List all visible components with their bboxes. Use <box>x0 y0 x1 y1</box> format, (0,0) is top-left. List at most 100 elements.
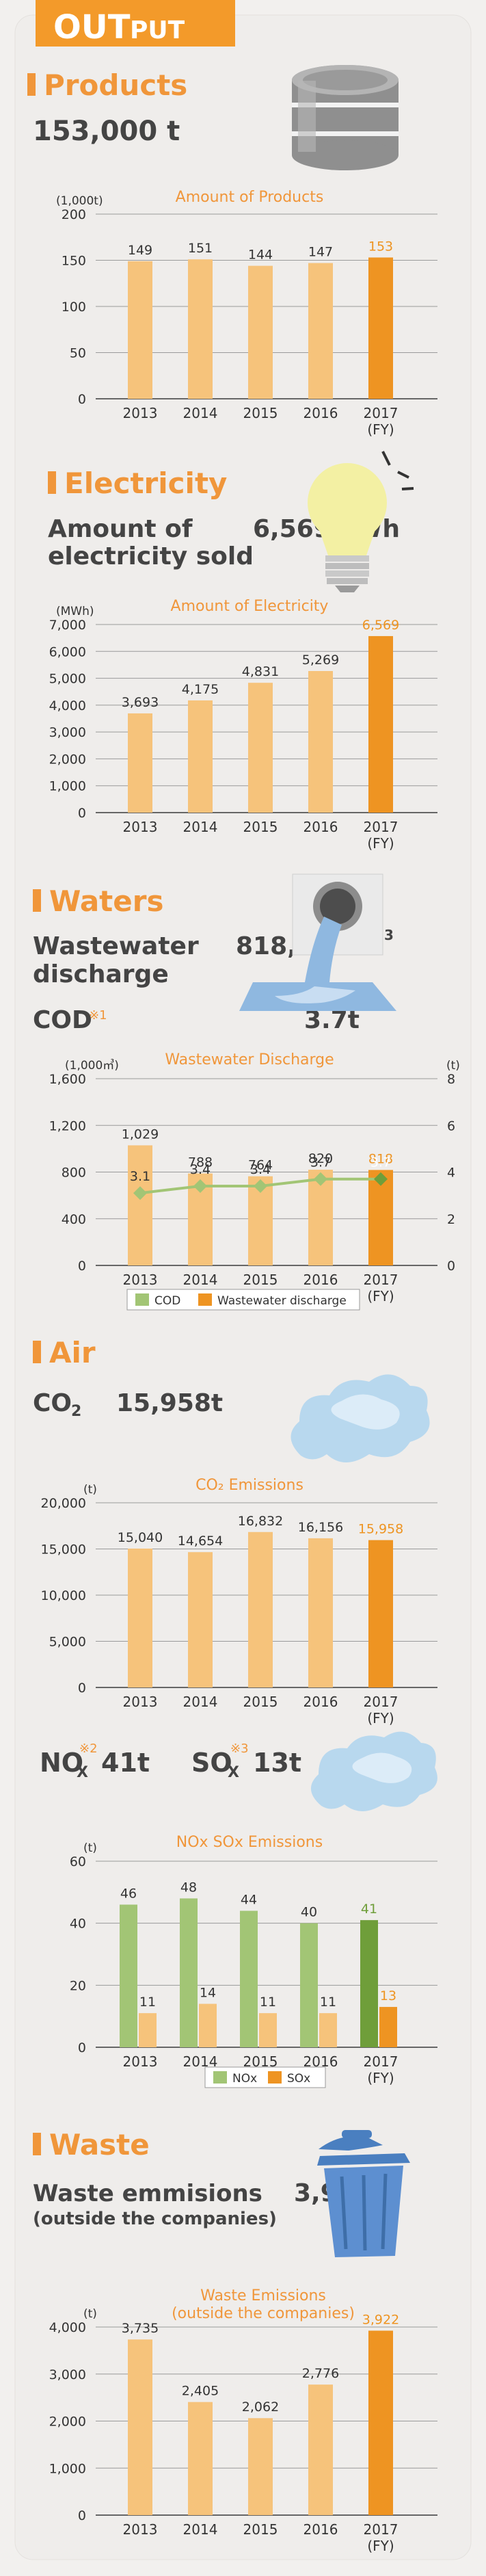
cod-value-label: 3.7 <box>310 1155 331 1170</box>
trash-bin-icon <box>317 2130 410 2257</box>
cod-value-label: 3.4 <box>250 1162 271 1177</box>
y-tick-label: 1,000 <box>49 779 86 794</box>
x-tick-label: 2017 <box>364 2521 399 2538</box>
y-tick-label: 40 <box>70 1917 86 1932</box>
bar-sox <box>379 2007 397 2047</box>
bar-value-label-sox: 13 <box>380 1988 396 2003</box>
x-tick-label: 2014 <box>183 1272 218 1288</box>
bar <box>308 1538 333 1687</box>
bar-value-label-sox: 14 <box>200 1986 216 2001</box>
legend-box <box>126 1289 360 1311</box>
cloud-icon <box>291 1374 430 1462</box>
cod-point <box>254 1179 267 1193</box>
products-value: 153,000 t <box>33 116 180 147</box>
cod-point <box>193 1179 207 1193</box>
bar <box>248 1532 273 1687</box>
y-tick-label: 0 <box>78 1681 86 1696</box>
y-tick-label: 400 <box>62 1212 86 1227</box>
x-tick-label: 2016 <box>303 1272 338 1288</box>
bar-value-label: 16,156 <box>298 1520 343 1535</box>
y-tick-label: 20 <box>70 1978 86 1993</box>
y-tick-label-right: 0 <box>447 1259 455 1274</box>
x-tick-label: 2015 <box>243 1694 278 1710</box>
section-products: Products 153,000 t Amount of Products 0 5… <box>27 65 437 438</box>
y-tick-label: 10,000 <box>41 1588 86 1603</box>
y-axis-unit: (t) <box>83 1483 97 1497</box>
x-tick-label: 2015 <box>243 2521 278 2538</box>
waste-chart: 0 1,000 2,000 3,000 4,000(t) 3,735 2,405 2,062 2… <box>49 2307 437 2554</box>
bar-value-label: 2,776 <box>302 2366 339 2381</box>
x-tick-label: 2015 <box>243 819 278 835</box>
x-tick-label: 2017 <box>364 1272 399 1288</box>
bar <box>248 2418 273 2515</box>
y-tick-label: 4,000 <box>49 2320 86 2335</box>
bar <box>128 1548 152 1687</box>
air-heading: Air <box>49 1336 96 1369</box>
noxsox-chart-title: NOx SOx Emissions <box>176 1834 323 1851</box>
waste-chart-title-line2: (outside the companies) <box>172 2305 355 2322</box>
co2-chart-title: CO₂ Emissions <box>195 1477 303 1494</box>
y-tick-label: 100 <box>62 300 86 315</box>
cod-point <box>133 1186 147 1200</box>
products-chart: 0 50 100 150 200(1,000t) 149 151 144 147 153 2013 2… <box>56 194 437 438</box>
wastewater-chart-title: Wastewater Discharge <box>165 1051 334 1068</box>
y-axis-unit: (1,000㎥) <box>65 1059 119 1073</box>
y-tick-label: 3,000 <box>49 725 86 740</box>
legend-label-wastewater: Wastewater discharge <box>217 1294 347 1308</box>
bar-value-label-nox: 40 <box>301 1905 317 1920</box>
bar-value-label: 4,831 <box>242 664 279 679</box>
x-tick-label: 2016 <box>303 1694 338 1710</box>
cod-label: COD <box>33 1006 92 1034</box>
bar-value-label: 153 <box>368 239 393 254</box>
bar <box>248 265 273 399</box>
fy-label: (FY) <box>367 2070 394 2086</box>
waters-heading-marker <box>33 889 41 912</box>
cod-point <box>374 1172 388 1186</box>
bar <box>308 2384 333 2515</box>
bar-sox <box>259 2013 277 2047</box>
bar-nox <box>240 1910 258 2047</box>
x-tick-label: 2016 <box>303 405 338 421</box>
waters-heading: Waters <box>49 884 163 918</box>
fy-label: (FY) <box>367 421 394 438</box>
nox-note: ※2 <box>79 1742 98 1756</box>
y-axis-unit: (t) <box>83 1841 97 1855</box>
x-tick-label: 2014 <box>183 405 218 421</box>
y-tick-label: 5,000 <box>49 1635 86 1650</box>
bar <box>128 1145 152 1265</box>
fy-label: (FY) <box>367 835 394 852</box>
co2-value: 15,958t <box>116 1389 223 1417</box>
fy-label: (FY) <box>367 1710 394 1726</box>
bar-value-label: 151 <box>188 241 213 256</box>
bar-value-label: 144 <box>248 248 273 263</box>
bar-value-label: 6,569 <box>362 618 399 633</box>
x-tick-label: 2017 <box>364 405 399 421</box>
bar-sox <box>319 2013 337 2047</box>
y-tick-label: 0 <box>78 1259 86 1274</box>
bar-value-label-sox: 11 <box>320 1995 336 2010</box>
nox-value: 41t <box>101 1748 150 1778</box>
bar-value-label: 764 <box>248 1158 273 1173</box>
electricity-label-line2: electricity sold <box>48 542 254 570</box>
output-badge-suffix: PUT <box>130 16 185 44</box>
y-axis-unit: (t) <box>83 2307 97 2321</box>
legend-label-sox: SOx <box>287 2072 310 2086</box>
y-tick-label: 1,200 <box>49 1118 86 1133</box>
bar-sox <box>139 2013 157 2047</box>
bar <box>368 1540 393 1687</box>
bar <box>248 683 273 813</box>
x-tick-label: 2013 <box>123 2053 158 2070</box>
y-tick-label-right: 6 <box>447 1118 455 1133</box>
bar-nox <box>120 1904 137 2047</box>
waste-chart-title-line1: Waste Emissions <box>200 2287 326 2304</box>
section-waste: Waste Waste emmisions (outside the compa… <box>33 2128 437 2554</box>
y-tick-label: 2,000 <box>49 752 86 767</box>
y-tick-label: 0 <box>78 392 86 407</box>
bar <box>368 2330 393 2515</box>
bar-value-label: 149 <box>128 243 152 258</box>
waters-value-superscript: 3 <box>384 927 394 943</box>
bar-value-label: 788 <box>188 1155 213 1170</box>
y-tick-label: 0 <box>78 2040 86 2055</box>
bar <box>188 1552 213 1687</box>
